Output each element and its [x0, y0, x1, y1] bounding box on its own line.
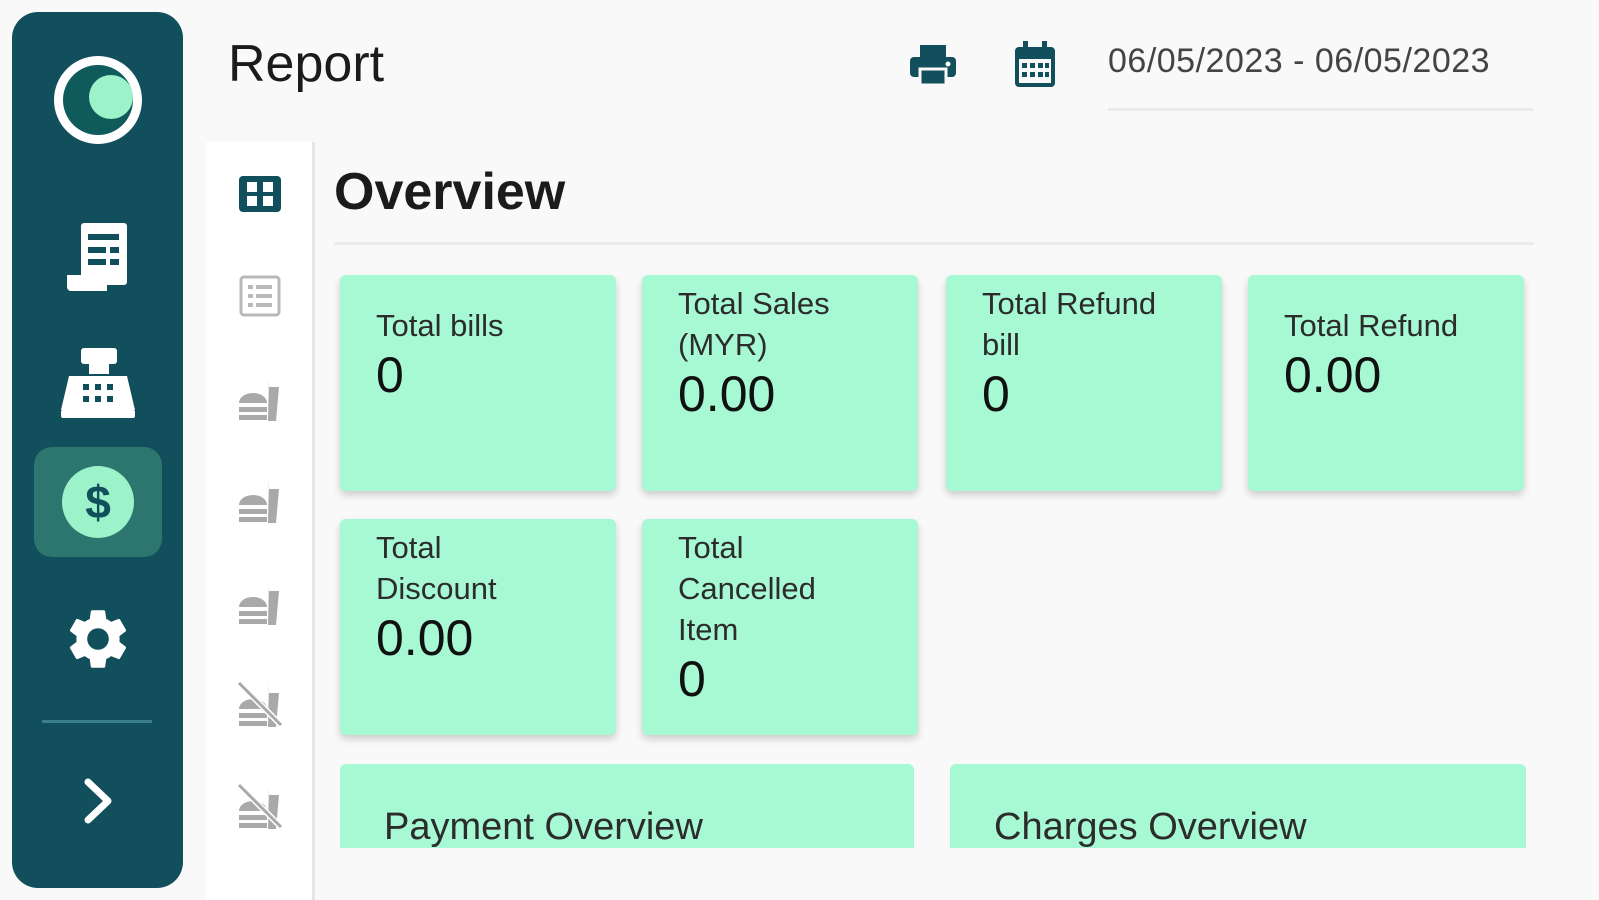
- subnav-item-overview[interactable]: [228, 162, 292, 226]
- receipt-icon: [66, 223, 127, 291]
- sidebar-item-cashier[interactable]: [34, 327, 162, 437]
- sidebar-item-report[interactable]: $: [33, 447, 162, 557]
- subnav-item-food-off-1[interactable]: [228, 672, 292, 736]
- svg-text:$: $: [85, 476, 111, 528]
- food-off-icon: [236, 782, 284, 830]
- food-icon: [239, 581, 279, 625]
- stat-label: Total Discount: [376, 530, 497, 606]
- list-icon: [239, 275, 281, 317]
- subnav-item-list[interactable]: [228, 264, 292, 328]
- section-title: Overview: [334, 163, 566, 221]
- chevron-right-icon: [84, 778, 111, 824]
- subnav-divider: [312, 142, 315, 900]
- scroll-clip: [320, 848, 1599, 900]
- stat-label: Total bills: [376, 308, 504, 343]
- page-title: Report: [228, 35, 385, 93]
- stat-label: Total Refund: [1284, 308, 1459, 343]
- main-sidebar: $: [12, 12, 183, 888]
- printer-icon: [910, 45, 956, 87]
- print-button[interactable]: [904, 36, 962, 94]
- dollar-icon: $: [61, 466, 134, 538]
- food-off-icon: [236, 680, 284, 728]
- stat-label: Total Refund bill: [982, 286, 1157, 362]
- stat-label: Total Cancelled Item: [678, 530, 816, 647]
- stat-value: 0.00: [678, 366, 776, 422]
- subnav-item-food-2[interactable]: [228, 468, 292, 532]
- stat-card-total-sales: Total Sales (MYR) 0.00: [642, 275, 918, 491]
- stat-value: 0: [678, 651, 706, 707]
- stat-label: Total Sales (MYR): [678, 286, 830, 362]
- stat-card-total-cancelled: Total Cancelled Item 0: [642, 519, 918, 735]
- subnav-item-food-3[interactable]: [228, 570, 292, 634]
- calendar-icon: [1015, 41, 1055, 87]
- grid-icon: [239, 176, 281, 212]
- profile-avatar[interactable]: [53, 56, 142, 144]
- stat-value: 0: [982, 366, 1010, 422]
- sidebar-item-settings[interactable]: [34, 584, 162, 694]
- food-icon: [239, 479, 279, 523]
- section-divider: [334, 242, 1534, 245]
- stat-card-total-bills: Total bills 0: [340, 275, 616, 491]
- stat-card-total-discount: Total Discount 0.00: [340, 519, 616, 735]
- stat-value: 0.00: [1284, 347, 1382, 403]
- stat-card-total-refund: Total Refund 0.00: [1248, 275, 1524, 491]
- gear-icon: [69, 610, 126, 668]
- panel-title: Charges Overview: [994, 806, 1307, 848]
- sidebar-divider: [42, 720, 152, 723]
- cash-register-icon: [60, 348, 135, 418]
- subnav-item-food-1[interactable]: [228, 366, 292, 430]
- food-icon: [239, 377, 279, 421]
- panel-title: Payment Overview: [384, 806, 703, 848]
- stat-value: 0: [376, 347, 404, 403]
- date-range-underline: [1108, 108, 1534, 111]
- stat-value: 0.00: [376, 610, 474, 666]
- date-picker-button[interactable]: [1006, 36, 1064, 94]
- subnav-item-food-off-2[interactable]: [228, 774, 292, 838]
- sidebar-expand-button[interactable]: [34, 746, 162, 856]
- avatar-logo-icon: [62, 65, 133, 135]
- sidebar-item-orders[interactable]: [34, 202, 162, 312]
- date-range-field[interactable]: 06/05/2023 - 06/05/2023: [1108, 42, 1491, 80]
- stat-card-total-refund-bill: Total Refund bill 0: [946, 275, 1222, 491]
